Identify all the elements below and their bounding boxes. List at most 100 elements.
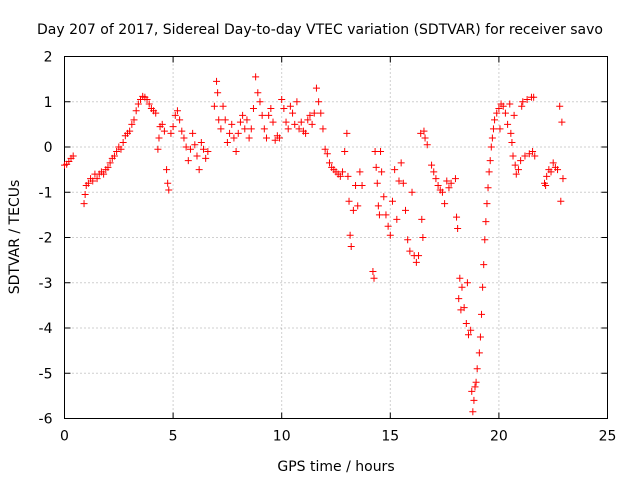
data-point: [282, 118, 290, 126]
y-tick-label: 2: [44, 50, 53, 66]
data-point: [346, 231, 354, 239]
data-point: [349, 206, 357, 214]
data-point: [510, 111, 518, 119]
data-point: [543, 172, 551, 180]
data-point: [293, 98, 301, 106]
data-point: [191, 141, 199, 149]
data-point: [519, 98, 527, 106]
data-point: [155, 134, 163, 142]
data-point: [557, 197, 565, 205]
data-point: [93, 175, 101, 183]
data-point: [119, 138, 127, 146]
data-point: [341, 148, 349, 156]
data-point: [189, 129, 197, 137]
data-point: [336, 172, 344, 180]
data-point: [382, 211, 390, 219]
data-point: [496, 125, 504, 133]
data-point: [317, 109, 325, 117]
data-point: [200, 145, 208, 153]
data-point: [344, 172, 352, 180]
data-point: [471, 383, 479, 391]
data-point: [386, 231, 394, 239]
data-point: [171, 111, 179, 119]
data-point: [128, 120, 136, 128]
data-point: [81, 191, 89, 199]
x-axis-label: GPS time / hours: [277, 459, 394, 475]
data-point: [134, 100, 142, 108]
axis-ticks: 0 5 10 15 20 25 -6 -5 -4 -3 -2 -1 0 1 2: [39, 50, 617, 445]
data-point: [312, 84, 320, 92]
data-point: [432, 175, 440, 183]
data-point: [388, 197, 396, 205]
data-points: [61, 73, 567, 416]
data-point: [419, 234, 427, 241]
chart-title: Day 207 of 2017, Sidereal Day-to-day VTE…: [37, 22, 603, 38]
data-point: [506, 100, 514, 108]
data-point: [395, 177, 403, 185]
data-point: [297, 118, 305, 126]
data-point: [267, 105, 275, 113]
data-point: [69, 152, 77, 160]
data-point: [418, 215, 426, 223]
data-point: [163, 166, 171, 174]
data-point: [302, 129, 310, 137]
data-point: [132, 107, 140, 115]
data-point: [370, 274, 378, 282]
data-point: [117, 145, 125, 153]
y-tick-label: -5: [39, 366, 53, 382]
data-point: [223, 138, 231, 146]
data-point: [512, 170, 520, 178]
data-point: [415, 252, 423, 260]
data-point: [319, 125, 327, 133]
y-tick-label: -6: [39, 412, 53, 428]
data-point: [511, 161, 519, 169]
data-point: [304, 116, 312, 124]
data-point: [473, 365, 481, 373]
data-point: [265, 111, 273, 119]
data-point: [241, 125, 249, 133]
data-point: [347, 243, 355, 251]
data-point: [485, 168, 493, 176]
data-point: [202, 154, 210, 162]
data-point: [479, 283, 487, 291]
data-point: [434, 181, 442, 189]
data-point: [421, 134, 429, 142]
y-tick-label: -2: [39, 231, 53, 247]
data-point: [352, 181, 360, 189]
x-tick-label: 20: [490, 429, 508, 445]
data-point: [470, 396, 478, 404]
data-point: [269, 118, 277, 126]
data-point: [169, 123, 177, 131]
data-point: [210, 102, 218, 110]
data-point: [467, 326, 475, 334]
data-point: [495, 105, 503, 113]
data-point: [84, 179, 92, 187]
data-point: [236, 118, 244, 126]
data-point: [345, 197, 353, 205]
data-point: [455, 295, 463, 303]
data-point: [529, 148, 537, 156]
y-axis-label: SDTVAR / TECUs: [7, 180, 23, 295]
data-point: [245, 134, 253, 142]
data-point: [402, 206, 410, 214]
data-point: [451, 175, 459, 183]
data-point: [514, 166, 522, 174]
data-point: [228, 120, 236, 128]
data-point: [501, 109, 509, 117]
y-tick-label: 1: [44, 95, 53, 111]
data-point: [489, 125, 497, 133]
data-point: [358, 181, 366, 189]
data-point: [89, 177, 97, 185]
data-point: [468, 387, 476, 395]
data-point: [258, 111, 266, 119]
data-point: [186, 145, 194, 153]
data-point: [106, 159, 114, 167]
data-point: [542, 181, 550, 189]
data-point: [486, 157, 494, 165]
data-point: [234, 129, 242, 137]
data-point: [289, 109, 297, 117]
data-point: [380, 193, 388, 201]
data-point: [372, 163, 380, 171]
data-point: [276, 134, 284, 142]
data-point: [247, 125, 255, 133]
